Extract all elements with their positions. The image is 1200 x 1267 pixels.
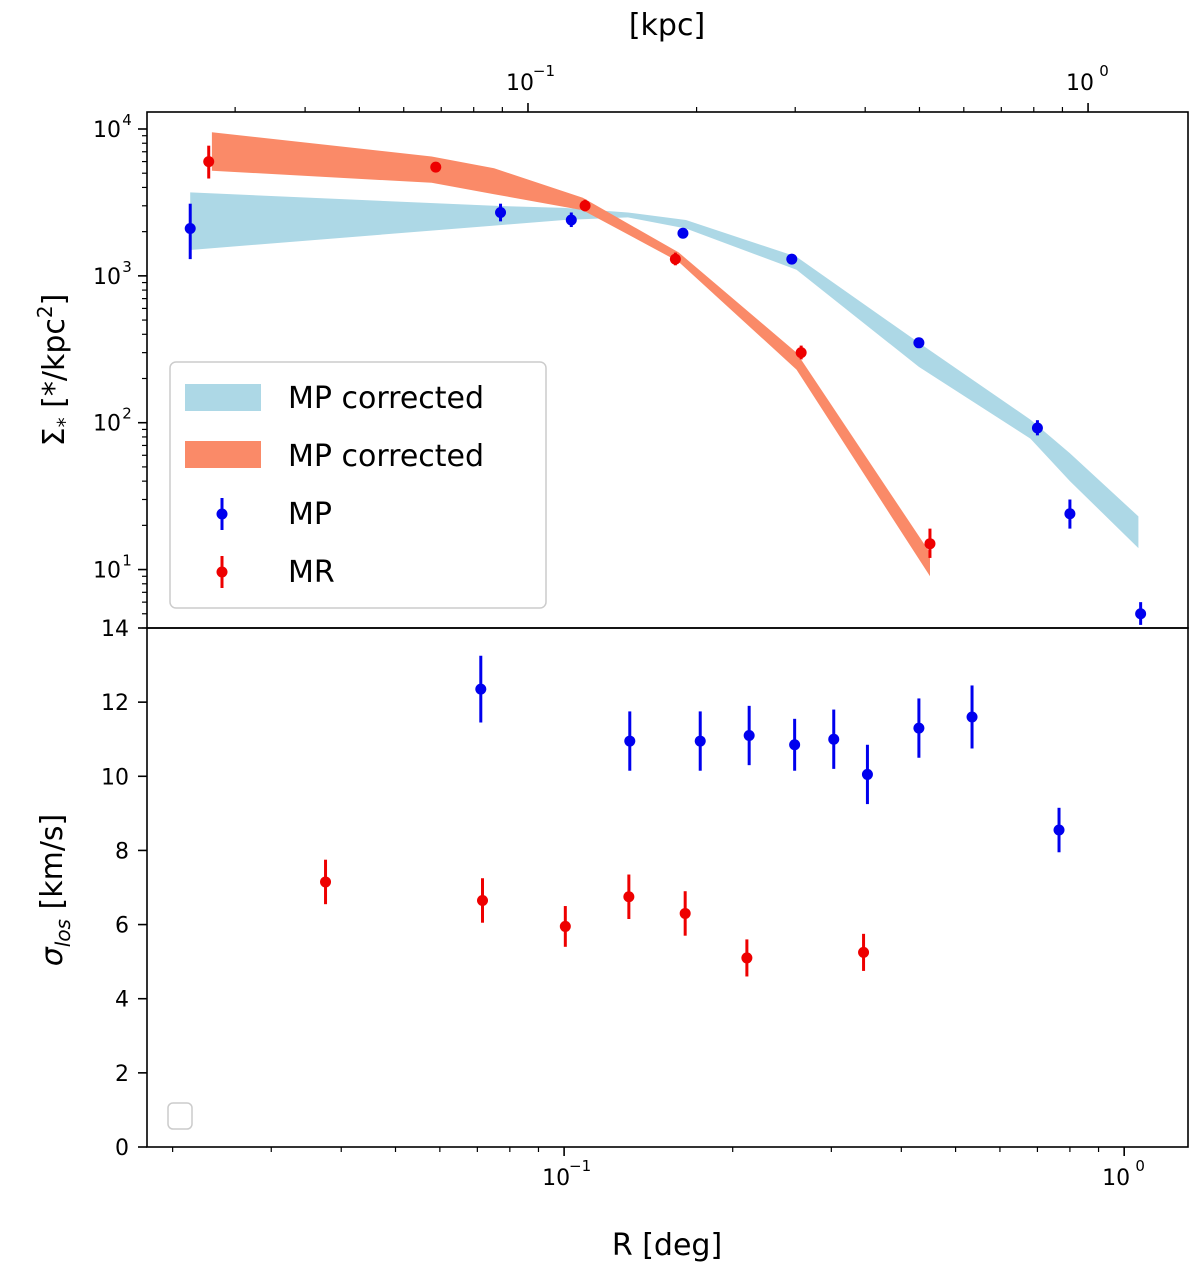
top-legend: MP corrected MP corrected MP MR [169, 361, 547, 609]
band-0 [190, 192, 1139, 549]
point-mp-7 [1064, 508, 1076, 520]
point-mp-5 [828, 733, 840, 745]
top-bands [190, 132, 1139, 577]
top-ytick-label-0: 10 [93, 559, 121, 584]
point-mp-2 [565, 214, 577, 226]
xtick-exp-1: 0 [1135, 1157, 1145, 1175]
point-mr-0 [203, 156, 215, 168]
bottom-points [320, 655, 1065, 977]
point-mp-8 [1135, 608, 1147, 620]
legend-label-mp-corrected-orange: MP corrected [288, 439, 484, 474]
point-mp-7 [913, 722, 925, 734]
bottom-ytick-label-3: 6 [115, 914, 129, 939]
point-mp-5 [913, 337, 925, 349]
legend-label-mp: MP [288, 497, 332, 532]
xtick-label-0: 10 [542, 1166, 570, 1191]
bottom-y-symbol: σ [35, 946, 70, 966]
kpc-tick-label-1: 10 [1066, 71, 1094, 96]
kpc-tick-label-0: 10 [506, 71, 534, 96]
legend-swatch-mp-corrected-blue [185, 384, 261, 411]
point-mr-4 [679, 907, 691, 919]
top-ytick-label-1: 10 [93, 412, 121, 437]
top-ytick-exp-1: 2 [122, 405, 132, 423]
point-mp-3 [677, 227, 689, 239]
point-mp-1 [624, 735, 636, 747]
band-1 [211, 132, 930, 577]
legend-marker-mr [216, 566, 228, 578]
top-points [184, 145, 1147, 625]
point-mr-5 [741, 952, 753, 964]
legend-swatch-mp-corrected-orange [185, 441, 261, 468]
top-y-symbol: Σ [37, 427, 72, 446]
bottom-ytick-label-4: 8 [115, 839, 129, 864]
top-ytick-label-3: 10 [93, 118, 121, 143]
bottom-ytick-label-1: 2 [115, 1062, 129, 1087]
top-y-unit: [*/kpc [37, 318, 72, 417]
x-axis-label: R [deg] [612, 1228, 722, 1263]
point-mp-2 [694, 735, 706, 747]
top-ytick-label-2: 10 [93, 265, 121, 290]
point-mp-4 [786, 253, 798, 265]
top-ytick-exp-3: 4 [122, 111, 132, 129]
xtick-exp-0: −1 [569, 1157, 591, 1175]
top-y-axis-label: Σ* [*/kpc2] [33, 294, 77, 447]
top-ytick-exp-2: 3 [122, 258, 132, 276]
point-mr-2 [559, 920, 571, 932]
top-y-unit-close: ] [37, 294, 72, 306]
bottom-ytick-label-6: 12 [101, 691, 129, 716]
bottom-ytick-label-5: 10 [101, 765, 129, 790]
point-mp-6 [1031, 422, 1043, 434]
point-mr-6 [858, 946, 870, 958]
legend-label-mp-corrected-blue: MP corrected [288, 381, 484, 416]
top-legend-frame [169, 361, 547, 609]
kpc-tick-exp-1: 0 [1099, 62, 1109, 80]
top-axis-label: [kpc] [629, 8, 705, 43]
top-y-unit-power: 2 [33, 305, 57, 318]
point-mr-1 [477, 894, 489, 906]
point-mp-1 [495, 207, 507, 219]
kpc-tick-exp-0: −1 [533, 62, 555, 80]
point-mr-0 [320, 876, 332, 888]
point-mr-5 [924, 538, 936, 550]
point-mp-8 [966, 711, 978, 723]
point-mr-2 [579, 200, 591, 212]
bottom-ytick-label-7: 14 [101, 617, 129, 642]
point-mp-6 [861, 768, 873, 780]
bottom-y-axis-label: σlos [km/s] [35, 814, 75, 967]
point-mp-0 [475, 683, 487, 695]
top-ytick-exp-0: 1 [122, 552, 132, 570]
point-mr-3 [669, 253, 681, 265]
legend-label-mr: MR [288, 555, 335, 590]
point-mr-4 [795, 347, 807, 359]
point-mp-3 [743, 730, 755, 742]
point-mp-9 [1053, 824, 1065, 836]
point-mp-4 [789, 739, 801, 751]
point-mp-0 [184, 223, 196, 235]
bottom-y-unit: [km/s] [35, 814, 70, 919]
xtick-label-1: 10 [1102, 1166, 1130, 1191]
legend-marker-mp [216, 508, 228, 520]
point-mr-3 [623, 891, 635, 903]
bottom-ytick-label-0: 0 [115, 1136, 129, 1161]
bottom-y-subscript: los [51, 919, 75, 947]
top-y-subscript: * [53, 417, 77, 427]
bottom-ytick-label-2: 4 [115, 988, 129, 1013]
bottom-legend-empty [167, 1102, 193, 1130]
point-mr-1 [430, 161, 442, 173]
bottom-panel-frame [146, 627, 1189, 1148]
